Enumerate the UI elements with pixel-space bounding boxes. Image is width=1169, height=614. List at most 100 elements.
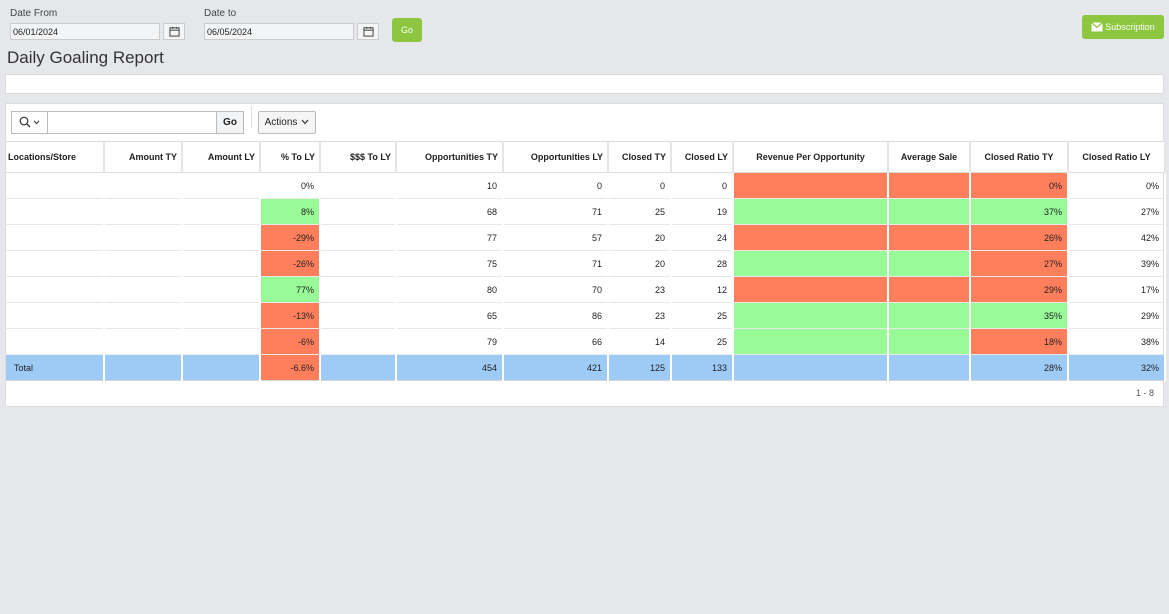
cell-opportunities-ly: 71 [503, 250, 609, 277]
date-from-group: Date From [10, 8, 185, 40]
cell-opportunities-ly: 86 [503, 302, 609, 329]
cell-average-sale [888, 198, 971, 225]
total-label: Total [6, 354, 105, 381]
table-row: -26% 75 71 20 28 27% 39% [6, 250, 1166, 277]
total-amount-ty [104, 354, 183, 381]
total-average-sale [888, 354, 971, 381]
cell-closed-ratio-ty: 0% [970, 172, 1069, 199]
cell-location [6, 328, 105, 355]
column-header-average-sale[interactable]: Average Sale [888, 141, 971, 173]
cell-closed-ratio-ty: 35% [970, 302, 1069, 329]
date-to-group: Date to [204, 8, 379, 40]
column-header-dollars-to-ly[interactable]: $$$ To LY [320, 141, 397, 173]
cell-amount-ly [182, 198, 261, 225]
cell-opportunities-ty: 68 [396, 198, 504, 225]
cell-amount-ty [104, 224, 183, 251]
cell-closed-ty: 23 [608, 276, 672, 303]
cell-amount-ly [182, 172, 261, 199]
cell-amount-ly [182, 250, 261, 277]
calendar-icon [168, 26, 180, 37]
total-opportunities-ly: 421 [503, 354, 609, 381]
total-closed-ly: 133 [671, 354, 734, 381]
search-column-selector[interactable] [12, 111, 48, 133]
actions-menu-button[interactable]: Actions [258, 110, 316, 134]
cell-dollars-to-ly [320, 224, 397, 251]
column-header-opportunities-ly[interactable]: Opportunities LY [503, 141, 609, 173]
total-closed-ty: 125 [608, 354, 672, 381]
column-header-location[interactable]: Locations/Store [6, 141, 105, 173]
table-row: -29% 77 57 20 24 26% 42% [6, 224, 1166, 251]
cell-pct-to-ly: 77% [260, 276, 321, 303]
cell-average-sale [888, 172, 971, 199]
total-opportunities-ty: 454 [396, 354, 504, 381]
cell-revenue-per-opportunity [733, 302, 889, 329]
table-body: 0% 10 0 0 0 0% 0% 8% 68 71 25 19 37% 27% -29% 77 57 20 24 2… [6, 172, 1166, 381]
cell-pct-to-ly: -13% [260, 302, 321, 329]
cell-opportunities-ly: 66 [503, 328, 609, 355]
date-to-label: Date to [204, 8, 237, 19]
cell-revenue-per-opportunity [733, 224, 889, 251]
total-revenue-per-opportunity [733, 354, 889, 381]
column-header-closed-ratio-ty[interactable]: Closed Ratio TY [970, 141, 1069, 173]
cell-dollars-to-ly [320, 250, 397, 277]
cell-amount-ly [182, 276, 261, 303]
subscription-label: Subscription [1105, 22, 1155, 32]
cell-revenue-per-opportunity [733, 328, 889, 355]
cell-location [6, 198, 105, 225]
report-region: Go Actions Locations/Store Amount TY Amo… [5, 103, 1166, 407]
cell-opportunities-ly: 70 [503, 276, 609, 303]
pagination-info: 1 - 8 [1135, 388, 1154, 398]
date-to-input[interactable] [204, 23, 354, 40]
cell-revenue-per-opportunity [733, 172, 889, 199]
cell-opportunities-ly: 57 [503, 224, 609, 251]
column-header-closed-ty[interactable]: Closed TY [608, 141, 672, 173]
cell-dollars-to-ly [320, 328, 397, 355]
column-header-closed-ly[interactable]: Closed LY [671, 141, 734, 173]
date-to-calendar-button[interactable] [357, 23, 379, 40]
total-dollars-to-ly [320, 354, 397, 381]
subscription-button[interactable]: Subscription [1082, 15, 1164, 39]
cell-closed-ratio-ly: 38% [1068, 328, 1166, 355]
cell-dollars-to-ly [320, 276, 397, 303]
page-title: Daily Goaling Report [7, 48, 164, 67]
cell-amount-ty [104, 302, 183, 329]
total-closed-ratio-ly: 32% [1068, 354, 1166, 381]
cell-amount-ly [182, 328, 261, 355]
column-header-pct-to-ly[interactable]: % To LY [260, 141, 321, 173]
cell-amount-ty [104, 328, 183, 355]
cell-closed-ty: 20 [608, 250, 672, 277]
column-header-opportunities-ty[interactable]: Opportunities TY [396, 141, 504, 173]
cell-opportunities-ty: 79 [396, 328, 504, 355]
cell-closed-ratio-ly: 39% [1068, 250, 1166, 277]
cell-closed-ty: 0 [608, 172, 672, 199]
actions-label: Actions [264, 116, 298, 128]
cell-opportunities-ty: 10 [396, 172, 504, 199]
cell-closed-ly: 12 [671, 276, 734, 303]
total-amount-ly [182, 354, 261, 381]
report-toolbar: Go Actions [11, 110, 316, 134]
column-header-closed-ratio-ly[interactable]: Closed Ratio LY [1068, 141, 1166, 173]
chevron-down-icon [301, 119, 309, 125]
search-input[interactable] [48, 111, 216, 133]
date-from-input[interactable] [10, 23, 160, 40]
cell-closed-ratio-ly: 29% [1068, 302, 1166, 329]
date-go-button[interactable]: Go [392, 18, 422, 42]
column-header-revenue-per-opportunity[interactable]: Revenue Per Opportunity [733, 141, 889, 173]
cell-closed-ty: 23 [608, 302, 672, 329]
cell-amount-ty [104, 172, 183, 199]
cell-average-sale [888, 224, 971, 251]
table-row: 77% 80 70 23 12 29% 17% [6, 276, 1166, 303]
cell-pct-to-ly: -26% [260, 250, 321, 277]
empty-region [5, 74, 1164, 94]
cell-pct-to-ly: 8% [260, 198, 321, 225]
search-go-button[interactable]: Go [216, 111, 243, 133]
table-row: -6% 79 66 14 25 18% 38% [6, 328, 1166, 355]
table-row: -13% 65 86 23 25 35% 29% [6, 302, 1166, 329]
cell-average-sale [888, 276, 971, 303]
cell-closed-ratio-ty: 37% [970, 198, 1069, 225]
column-header-amount-ly[interactable]: Amount LY [182, 141, 261, 173]
date-from-calendar-button[interactable] [163, 23, 185, 40]
column-header-amount-ty[interactable]: Amount TY [104, 141, 183, 173]
cell-pct-to-ly: -29% [260, 224, 321, 251]
cell-dollars-to-ly [320, 198, 397, 225]
